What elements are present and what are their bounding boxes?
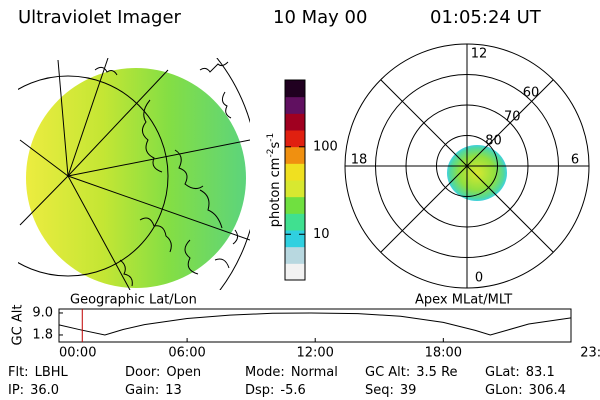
- colorbar-segment: [285, 96, 305, 114]
- info-label: GLon:: [485, 383, 523, 398]
- lat-label: 80: [485, 134, 502, 149]
- info-field: GC Alt: 3.5 Re: [365, 365, 458, 380]
- info-value: 83.1: [526, 365, 555, 380]
- colorbar-tick-label: 100: [313, 139, 338, 154]
- info-table: Flt: LBHL Door: Open Mode: Normal GC Alt: 3.5 R…: [8, 365, 566, 398]
- info-field: GLat: 83.1: [485, 365, 555, 380]
- info-label: GLat:: [485, 365, 520, 380]
- colorbar-segment: [285, 80, 305, 98]
- polar-label: Apex MLat/MLT: [415, 293, 512, 308]
- x-tick-label: 18:00: [425, 346, 462, 361]
- colorbar: 10 100 photon cm-2s-1: [266, 79, 338, 281]
- lat-label: 60: [523, 86, 540, 101]
- timeline: GC Alt 9.0 1.8 00:00 06:00 12:00 18:00 23:59: [11, 305, 600, 361]
- info-label: GC Alt:: [365, 365, 410, 380]
- colorbar-segment: [285, 180, 305, 198]
- info-value: 36.0: [30, 383, 59, 398]
- info-label: Gain:: [125, 383, 159, 398]
- info-field: Dsp: -5.6: [245, 383, 306, 398]
- colorbar-segment: [285, 113, 305, 131]
- colorbar-segment: [285, 163, 305, 181]
- colorbar-segment: [285, 196, 305, 214]
- info-field: Seq: 39: [365, 383, 416, 398]
- info-value: -5.6: [280, 383, 305, 398]
- x-tick-label: 00:00: [59, 346, 96, 361]
- y-tick-label: 1.8: [32, 327, 53, 342]
- info-label: Flt:: [8, 365, 29, 380]
- colorbar-segment: [285, 230, 305, 248]
- globe-label: Geographic Lat/Lon: [70, 293, 197, 308]
- info-field: GLon: 306.4: [485, 383, 566, 398]
- lat-label: 70: [504, 110, 521, 125]
- altitude-curve: [58, 312, 572, 336]
- unit-exponent: -2: [266, 149, 276, 158]
- y-tick-label: 9.0: [32, 305, 53, 320]
- globe-image: [18, 58, 250, 290]
- info-label: Dsp:: [245, 383, 274, 398]
- colorbar-tick-label: 10: [313, 227, 330, 242]
- unit-exponent: -1: [266, 133, 276, 142]
- colorbar-segment: [285, 146, 305, 164]
- x-tick-label: 12:00: [296, 346, 333, 361]
- info-value: 306.4: [529, 383, 566, 398]
- info-value: 3.5 Re: [416, 365, 457, 380]
- mlt-label: 6: [571, 153, 579, 168]
- date: 10 May 00: [273, 7, 367, 28]
- info-field: Door: Open: [125, 365, 201, 380]
- info-field: Mode: Normal: [245, 365, 338, 380]
- colorbar-label: photon cm-2s-1: [266, 133, 283, 227]
- info-value: LBHL: [35, 365, 69, 380]
- info-value: Normal: [291, 365, 338, 380]
- aurora-image: [447, 145, 507, 201]
- unit-text: photon cm: [268, 158, 283, 228]
- colorbar-segment: [285, 213, 305, 231]
- info-field: IP: 36.0: [8, 383, 59, 398]
- info-value: Open: [166, 365, 201, 380]
- unit-text: s: [268, 142, 283, 149]
- x-tick-label: 06:00: [168, 346, 205, 361]
- info-label: Door:: [125, 365, 160, 380]
- time: 01:05:24 UT: [430, 7, 542, 28]
- colorbar-segment: [285, 263, 305, 281]
- instrument: Ultraviolet Imager: [18, 7, 182, 28]
- info-label: Mode:: [245, 365, 285, 380]
- mlt-label: 0: [475, 271, 483, 286]
- info-value: 39: [400, 383, 417, 398]
- mlt-label: 12: [471, 47, 488, 62]
- timeline-ylabel: GC Alt: [11, 305, 26, 346]
- x-tick-label: 23:59: [580, 346, 600, 361]
- colorbar-segment: [285, 246, 305, 264]
- info-field: Gain: 13: [125, 383, 182, 398]
- mlt-label: 18: [351, 153, 368, 168]
- info-value: 13: [165, 383, 182, 398]
- colorbar-frame: [284, 79, 306, 281]
- info-field: Flt: LBHL: [8, 365, 69, 380]
- colorbar-segment: [285, 130, 305, 148]
- info-label: IP:: [8, 383, 24, 398]
- info-label: Seq:: [365, 383, 394, 398]
- timeline-frame: [58, 308, 572, 343]
